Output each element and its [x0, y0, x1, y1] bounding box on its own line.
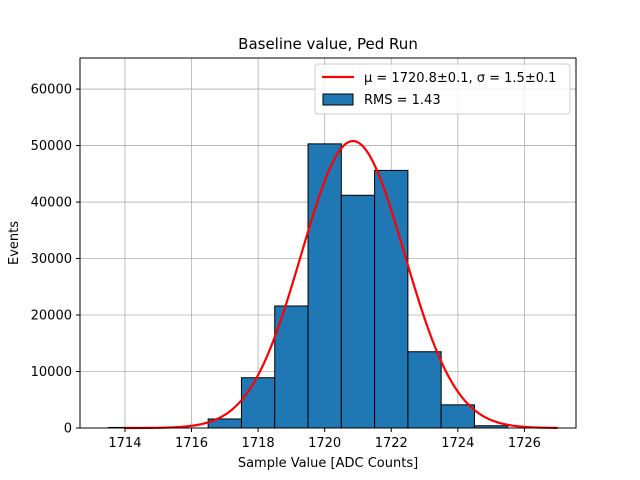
y-tick-label: 40000: [31, 196, 72, 211]
histogram-bar: [307, 143, 342, 429]
y-tick-label: 0: [64, 422, 72, 437]
histogram-bar: [240, 377, 276, 429]
legend-histogram-label: RMS = 1.43: [364, 93, 441, 108]
x-tick-label: 1714: [108, 436, 141, 451]
legend-box: [314, 63, 571, 115]
x-axis-label: Sample Value [ADC Counts]: [238, 456, 418, 471]
histogram-bar: [440, 404, 475, 429]
y-tick-label: 60000: [31, 83, 72, 98]
x-tick-label: 1724: [441, 436, 474, 451]
legend-fit-label: μ = 1720.8±0.1, σ = 1.5±0.1: [364, 71, 556, 86]
x-tick-label: 1726: [508, 436, 541, 451]
x-tick-label: 1722: [375, 436, 408, 451]
plot-frame: [79, 57, 577, 429]
histogram-bar: [340, 194, 376, 429]
y-axis-ticks: 0 10000 20000 30000 40000 50000 60000: [31, 83, 80, 437]
x-tick-label: 1716: [175, 436, 208, 451]
x-tick-label: 1718: [242, 436, 275, 451]
y-tick-label: 30000: [31, 252, 72, 267]
x-tick-label: 1720: [308, 436, 341, 451]
y-tick-label: 50000: [31, 139, 72, 154]
legend: μ = 1720.8±0.1, σ = 1.5±0.1 RMS = 1.43: [314, 63, 571, 115]
y-axis-label: Events: [7, 221, 22, 265]
y-tick-label: 20000: [31, 309, 72, 324]
legend-histogram-swatch: [322, 93, 354, 106]
gaussian-fit-curve: [124, 139, 558, 430]
y-tick-label: 10000: [31, 365, 72, 380]
chart-title: Baseline value, Ped Run: [238, 35, 418, 53]
histogram-bar: [407, 351, 442, 429]
x-axis-ticks: 1714 1716 1718 1720 1722 1724 1726: [108, 428, 541, 451]
